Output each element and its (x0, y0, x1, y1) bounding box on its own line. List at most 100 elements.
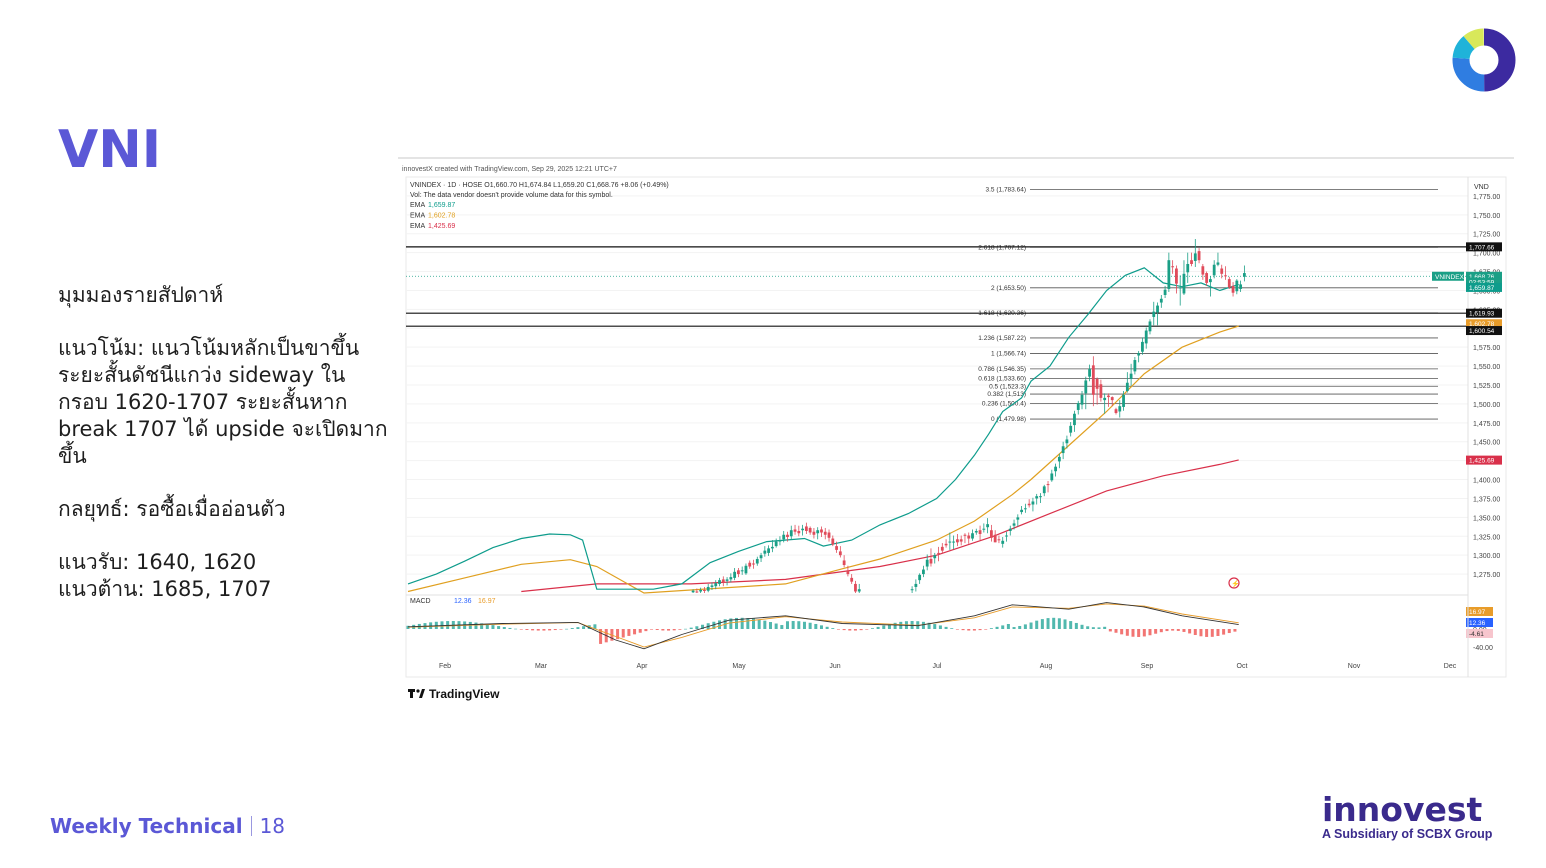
candle-body (1156, 305, 1159, 313)
macd-histogram-bar (978, 629, 982, 631)
macd-histogram-bar (989, 628, 993, 629)
candle-body (804, 526, 808, 531)
macd-histogram-bar (627, 629, 631, 636)
candle-body (1042, 486, 1046, 494)
macd-histogram-bar (485, 624, 489, 629)
macd-histogram-bar (655, 629, 659, 631)
candle-body (1118, 406, 1122, 412)
macd-histogram-bar (678, 629, 682, 630)
candle-body (831, 538, 835, 545)
ema-legend-value: 1,602.78 (428, 213, 455, 220)
candle-body (721, 579, 725, 583)
candle-body (948, 541, 952, 543)
macd-price-tag (1466, 618, 1493, 627)
macd-histogram-bar (684, 628, 688, 630)
macd-histogram-bar (502, 627, 506, 629)
macd-histogram-bar (1097, 627, 1101, 629)
ema-fast-line (407, 267, 1239, 590)
macd-histogram-bar (593, 624, 597, 629)
macd-histogram-bar (1029, 622, 1033, 629)
macd-histogram-bar (599, 629, 603, 644)
candle-body (1107, 395, 1110, 398)
macd-histogram-bar (1182, 629, 1186, 632)
price-tag-label: 1,602.78 (1469, 321, 1495, 328)
macd-histogram-bar (819, 625, 823, 629)
macd-histogram-bar (865, 629, 869, 630)
macd-histogram-bar (474, 622, 478, 629)
macd-histogram-bar (950, 628, 954, 629)
candle-body (729, 577, 733, 580)
macd-histogram-bar (927, 622, 931, 629)
candle-body (846, 570, 850, 575)
macd-histogram-bar (1052, 617, 1056, 629)
price-tag (1466, 455, 1502, 465)
candle-body (993, 534, 997, 543)
candle-body (737, 570, 740, 575)
macd-histogram-bar (491, 625, 495, 629)
macd-histogram-bar (519, 629, 523, 630)
candle-body (922, 569, 925, 575)
ema-mid-line (407, 325, 1239, 594)
candle-body (752, 563, 755, 565)
macd-histogram-bar (638, 629, 642, 633)
candle-body (1031, 501, 1035, 505)
ema-slow-line (521, 459, 1239, 593)
fib-level-label: 0.5 (1,523.3) (989, 383, 1026, 390)
fib-level-label: 3.5 (1,783.64) (986, 186, 1026, 193)
macd-histogram-bar (1188, 629, 1192, 634)
candle-body (1212, 264, 1216, 276)
macd-histogram-bar (1120, 629, 1124, 635)
macd-line (407, 602, 1239, 650)
candle-body (1095, 378, 1099, 389)
macd-histogram-bar (1154, 629, 1158, 634)
candle-body (1209, 279, 1212, 283)
y-tick-label: 1,525.00 (1473, 383, 1500, 390)
candle-body (1141, 341, 1144, 352)
macd-histogram-bar (808, 622, 812, 629)
candle-body (857, 589, 861, 592)
macd-histogram-bar (1193, 629, 1197, 636)
macd-signal-line (407, 603, 1239, 648)
macd-price-tag (1466, 607, 1493, 616)
footer: Weekly Technical 18 (50, 814, 285, 838)
macd-histogram-bar (944, 626, 948, 629)
candle-body (1167, 260, 1171, 289)
candle-body (933, 555, 937, 559)
macd-histogram-bar (1006, 624, 1010, 629)
candle-body (1201, 266, 1205, 275)
candle-body (1076, 403, 1080, 410)
y-tick-label: 1,650.00 (1473, 288, 1500, 295)
candle-body (1012, 523, 1016, 526)
price-tag (1466, 242, 1502, 252)
macd-histogram-bar (1142, 629, 1146, 637)
candle-body (1084, 380, 1088, 394)
macd-histogram-bar (1108, 629, 1112, 632)
fib-level-label: 1.236 (1,587.22) (978, 335, 1026, 342)
candle-body (1005, 535, 1008, 537)
candle-body (816, 530, 820, 534)
macd-histogram-bar (921, 621, 925, 629)
macd-histogram-bar (1018, 625, 1022, 629)
macd-histogram-bar (644, 629, 648, 632)
candle-body (827, 532, 831, 538)
price-tag-label: VNINDEX (1435, 274, 1465, 281)
fib-level-label: 0.786 (1,546.35) (978, 366, 1026, 373)
macd-histogram-bar (689, 627, 693, 629)
candle-body (989, 530, 993, 538)
y-tick-label: 1,450.00 (1473, 440, 1500, 447)
candle-body (714, 583, 718, 587)
candle-body (774, 541, 778, 547)
resistance-text: แนวต้าน: 1685, 1707 (58, 577, 272, 601)
x-tick-label: May (732, 663, 746, 670)
macd-histogram-bar (859, 629, 863, 631)
macd-histogram-bar (633, 629, 637, 635)
macd-histogram-bar (553, 629, 557, 631)
macd-histogram-bar (1216, 629, 1220, 636)
macd-histogram-bar (893, 622, 897, 629)
macd-histogram-bar (955, 629, 959, 630)
macd-histogram-bar (621, 629, 625, 638)
y-tick-label: 1,775.00 (1473, 194, 1500, 201)
macd-histogram-bar (582, 626, 586, 629)
tradingview-logo-icon (408, 689, 425, 698)
candle-body (767, 548, 771, 553)
